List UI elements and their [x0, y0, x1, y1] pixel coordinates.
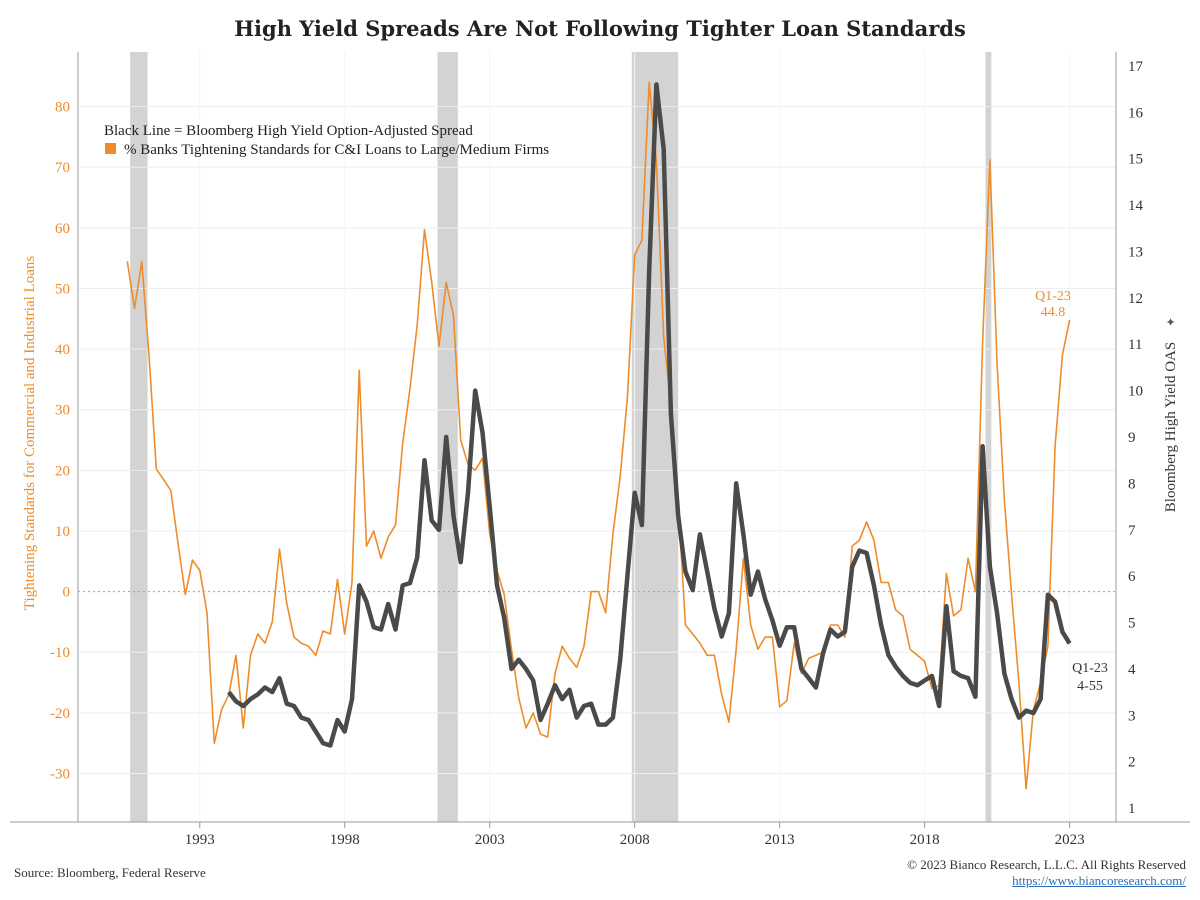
left-tick-label-0: 0 — [63, 585, 71, 601]
orange-annotation-value: 44.8 — [1041, 305, 1066, 320]
right-tick-label-10: 10 — [1128, 384, 1143, 400]
left-tick-label--10: -10 — [50, 645, 70, 661]
right-tick-label-2: 2 — [1128, 755, 1136, 771]
recession-band-3 — [985, 52, 992, 822]
right-tick-label-16: 16 — [1128, 105, 1144, 121]
right-tick-label-4: 4 — [1128, 662, 1136, 678]
copyright-note: © 2023 Bianco Research, L.L.C. All Right… — [907, 857, 1186, 872]
orange-annotation-label: Q1-23 — [1035, 289, 1071, 304]
left-tick-label-80: 80 — [55, 100, 70, 116]
right-tick-label-12: 12 — [1128, 291, 1143, 307]
left-tick-label-10: 10 — [55, 524, 70, 540]
legend-orange-series: % Banks Tightening Standards for C&I Loa… — [124, 142, 549, 158]
x-tick-label-2008: 2008 — [620, 832, 650, 848]
x-tick-label-2023: 2023 — [1055, 832, 1085, 848]
x-tick-label-2013: 2013 — [765, 832, 795, 848]
chart-title: High Yield Spreads Are Not Following Tig… — [234, 16, 966, 41]
left-tick-label-40: 40 — [55, 342, 70, 358]
series-line-high-yield-oas — [227, 82, 1072, 748]
annotations: Q1-23 44.8 Q1-23 4-55 — [1035, 289, 1108, 694]
left-axis-label: Tightening Standards for Commercial and … — [22, 256, 38, 611]
black-annotation-value: 4-55 — [1077, 679, 1103, 694]
legend: Black Line = Bloomberg High Yield Option… — [104, 123, 549, 158]
right-tick-label-13: 13 — [1128, 244, 1143, 260]
left-tick-label-50: 50 — [55, 281, 70, 297]
right-tick-label-15: 15 — [1128, 152, 1143, 168]
right-tick-label-3: 3 — [1128, 708, 1136, 724]
right-tick-label-8: 8 — [1128, 476, 1136, 492]
left-tick-label-70: 70 — [55, 160, 70, 176]
left-tick-label--30: -30 — [50, 766, 70, 782]
left-tick-label-30: 30 — [55, 403, 70, 419]
right-axis-marker-icon: ✦ — [1164, 317, 1178, 327]
source-note: Source: Bloomberg, Federal Reserve — [14, 865, 206, 880]
right-tick-label-5: 5 — [1128, 616, 1136, 632]
legend-orange-swatch — [105, 143, 116, 154]
right-tick-label-9: 9 — [1128, 430, 1136, 446]
recession-band-0 — [130, 52, 148, 822]
gridlines — [78, 52, 1116, 822]
right-tick-label-6: 6 — [1128, 569, 1136, 585]
website-link[interactable]: https://www.biancoresearch.com/ — [1012, 873, 1186, 888]
right-tick-label-1: 1 — [1128, 801, 1136, 817]
right-tick-label-11: 11 — [1128, 337, 1142, 353]
series-lines — [126, 81, 1072, 790]
left-tick-label-20: 20 — [55, 463, 70, 479]
x-tick-label-2018: 2018 — [910, 832, 940, 848]
axis-labels: Tightening Standards for Commercial and … — [22, 256, 1179, 611]
left-tick-label-60: 60 — [55, 221, 70, 237]
axes: -30-20-100102030405060708012345678910111… — [10, 52, 1190, 848]
right-tick-label-14: 14 — [1128, 198, 1144, 214]
right-axis-label: Bloomberg High Yield OAS — [1163, 342, 1179, 512]
left-tick-label--20: -20 — [50, 706, 70, 722]
x-tick-label-1998: 1998 — [330, 832, 360, 848]
legend-black-line: Black Line = Bloomberg High Yield Option… — [104, 123, 473, 139]
black-annotation-label: Q1-23 — [1072, 661, 1108, 676]
right-tick-label-17: 17 — [1128, 59, 1144, 75]
x-tick-label-2003: 2003 — [475, 832, 505, 848]
x-tick-label-1993: 1993 — [185, 832, 215, 848]
series-line-tightening-standards — [126, 81, 1071, 790]
right-tick-label-7: 7 — [1128, 523, 1136, 539]
